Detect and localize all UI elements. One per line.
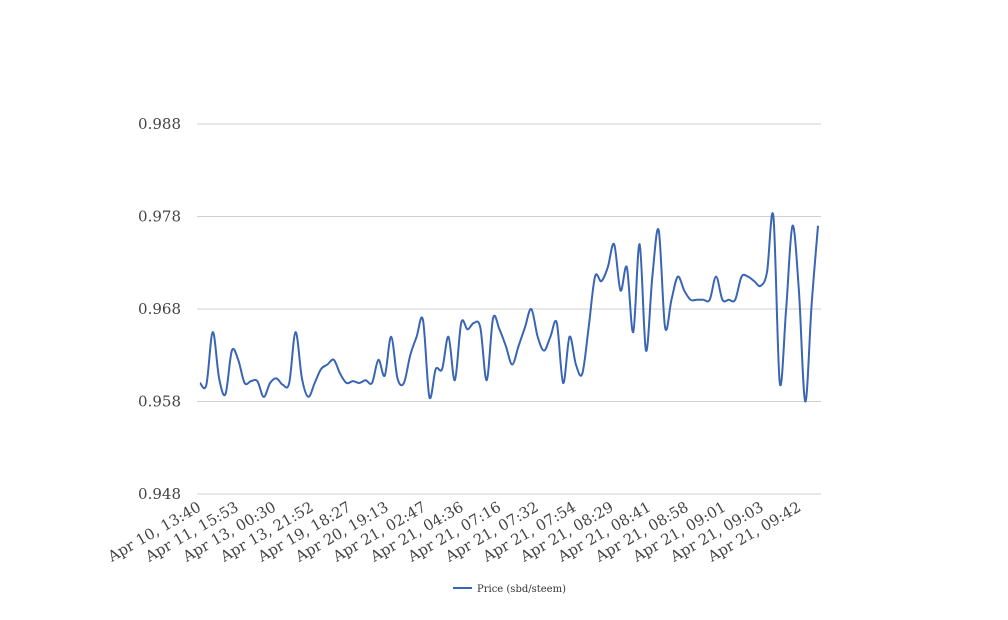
y-axis-ticks: 0.948 0.958 0.968 0.978 0.988 xyxy=(138,115,181,503)
series-layer xyxy=(199,212,819,403)
legend: Price (sbd/steem) xyxy=(453,584,566,595)
series-line-price xyxy=(199,212,819,403)
legend-label: Price (sbd/steem) xyxy=(477,584,566,595)
y-tick-label: 0.988 xyxy=(138,115,181,133)
y-tick-label: 0.968 xyxy=(138,300,181,318)
y-tick-label: 0.978 xyxy=(138,208,181,226)
y-tick-label: 0.948 xyxy=(138,485,181,503)
gridlines xyxy=(197,123,821,495)
y-tick-label: 0.958 xyxy=(138,393,181,411)
